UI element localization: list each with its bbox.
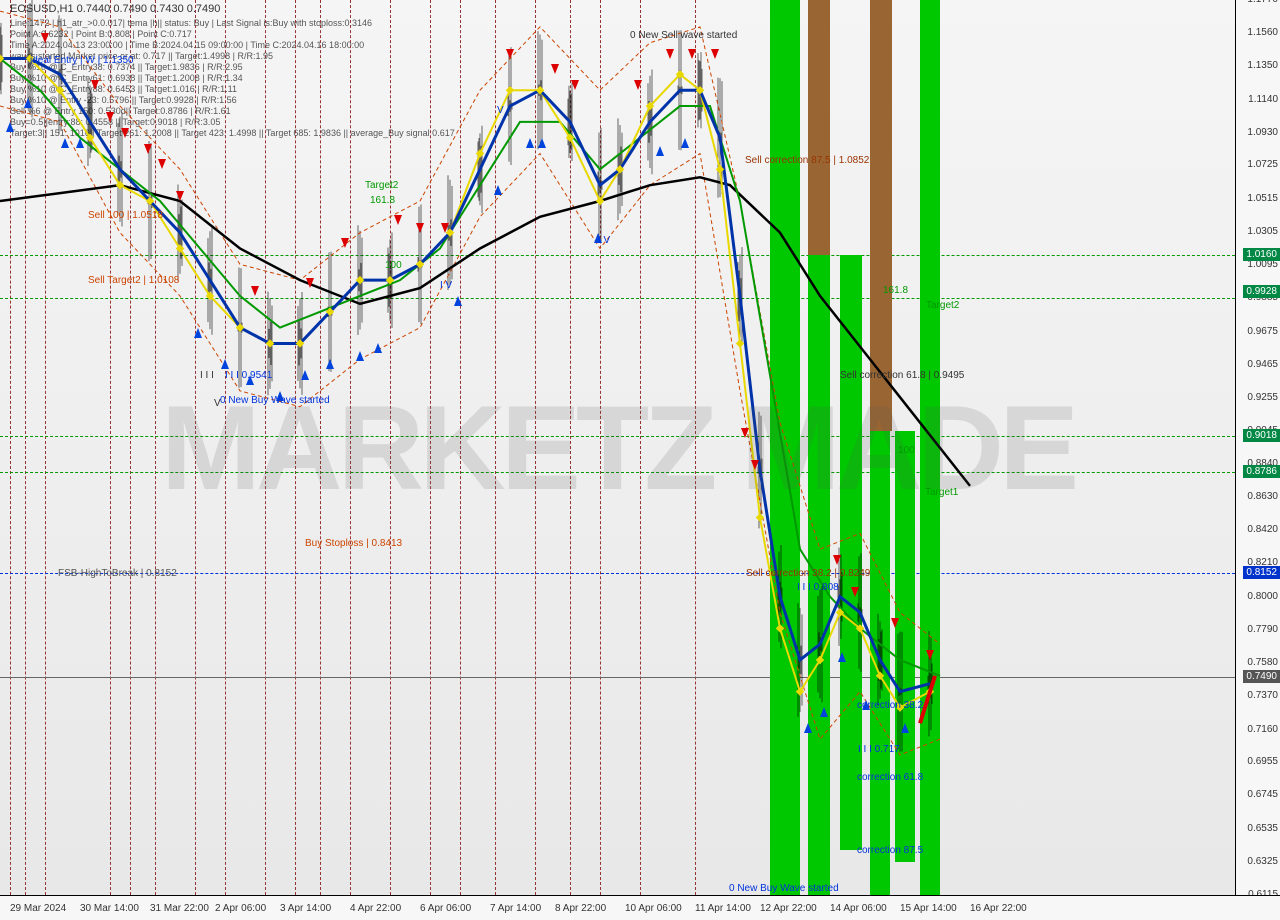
chart-area[interactable]: MARKETZ MADE 0 New Sell wave startedTarg…: [0, 0, 1235, 895]
price-axis: 1.17701.15601.13501.11401.09301.07251.05…: [1235, 0, 1280, 895]
time-axis: 29 Mar 202430 Mar 14:0031 Mar 22:002 Apr…: [0, 895, 1280, 920]
